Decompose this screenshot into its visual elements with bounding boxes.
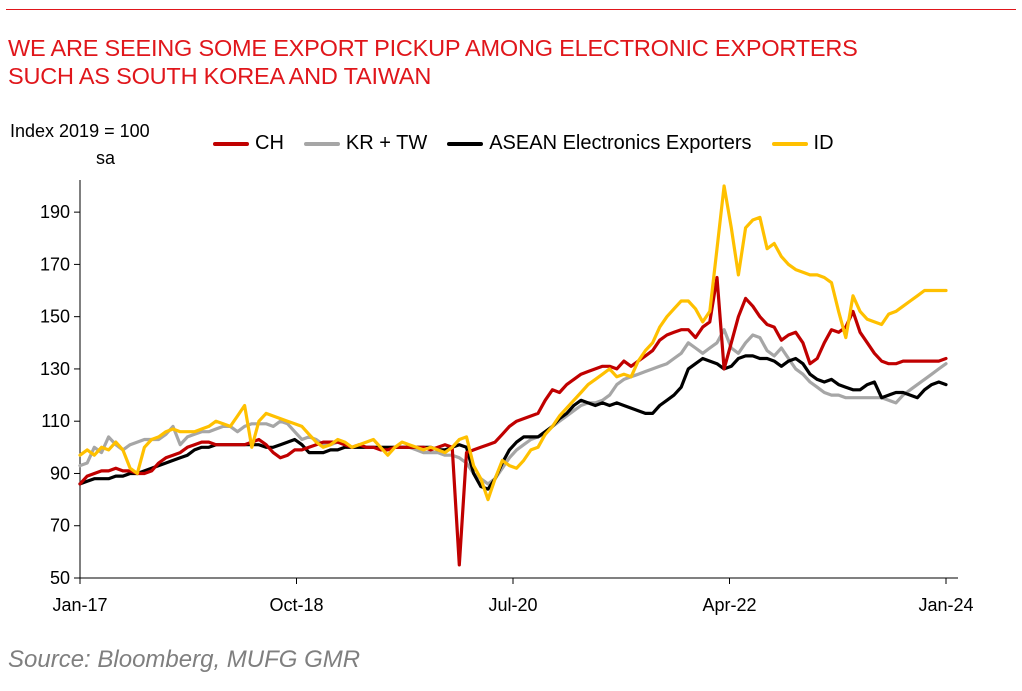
x-tick-label-Oct-18: Oct-18 [269,595,323,615]
legend-item-id: ID [771,132,834,155]
legend-label-id: ID [813,132,834,154]
title-line-2: SUCH AS SOUTH KOREA AND TAIWAN [8,63,432,89]
title-rule [6,9,1016,10]
y-tick-label-190: 190 [40,202,70,222]
legend-item-asean: ASEAN Electronics Exporters [447,132,752,155]
y-tick-label-110: 110 [41,411,70,431]
y-axis-label-line-1: Index 2019 = 100 [10,121,150,141]
chart-legend: CH KR + TW ASEAN Electronics Exporters I… [213,132,854,155]
title-line-1: WE ARE SEEING SOME EXPORT PICKUP AMONG E… [8,35,858,61]
y-axis-label-line-2: sa [96,148,116,168]
x-tick-label-Apr-22: Apr-22 [702,595,756,615]
legend-swatch-ch [213,141,249,146]
y-tick-label-50: 50 [50,568,70,588]
legend-label-ch: CH [255,132,284,154]
legend-swatch-kr-tw [303,141,340,146]
y-tick-label-90: 90 [50,463,70,483]
chart-title: WE ARE SEEING SOME EXPORT PICKUP AMONG E… [8,34,1013,90]
legend-label-kr-tw: KR + TW [345,132,428,154]
series-line-id [78,184,948,502]
legend-label-asean: ASEAN Electronics Exporters [489,132,752,154]
y-tick-label-150: 150 [40,307,70,327]
y-tick-label-170: 170 [40,254,70,274]
source-note: Source: Bloomberg, MUFG GMR [8,646,361,673]
legend-swatch-asean [447,141,484,146]
x-tick-label-Jul-20: Jul-20 [488,595,537,615]
x-tick-label-Jan-24: Jan-24 [918,595,973,615]
x-tick-label-Jan-17: Jan-17 [52,595,107,615]
legend-item-kr-tw: KR + TW [303,132,428,155]
legend-item-ch: CH [213,132,284,155]
legend-swatch-id [771,141,808,146]
y-tick-label-130: 130 [40,359,70,379]
series-line-kr-tw [78,328,948,486]
y-tick-label-70: 70 [50,516,70,536]
y-axis-label: Index 2019 = 100 sa [10,118,210,172]
series-line-ch [78,275,948,567]
